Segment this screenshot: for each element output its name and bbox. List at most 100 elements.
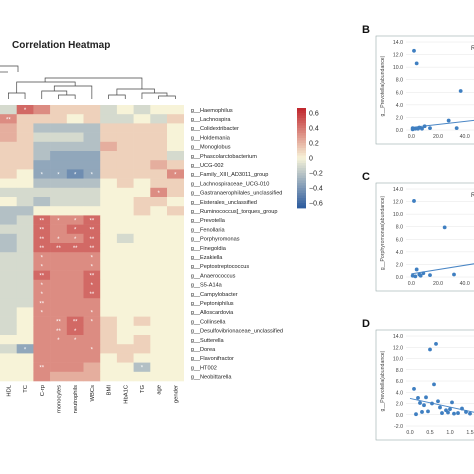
heatmap-cell — [167, 123, 184, 133]
heatmap-cell — [116, 141, 134, 152]
colorbar-step — [297, 185, 306, 189]
heatmap-cell — [33, 215, 51, 225]
colorbar-step — [297, 125, 306, 129]
column-label: C-rp — [40, 385, 46, 396]
row-dendrogram — [0, 65, 19, 73]
row-label: g__Haemophilus — [191, 108, 233, 114]
heatmap-cell — [16, 371, 34, 382]
significance-mark: * — [141, 366, 144, 372]
colorbar-step — [297, 120, 306, 124]
heatmap-cell — [50, 187, 68, 198]
heatmap-cell — [150, 243, 168, 253]
dendrogram-branch — [116, 88, 155, 95]
heatmap-cell — [150, 187, 168, 198]
heatmap-cell — [16, 206, 34, 216]
heatmap-cell — [0, 151, 17, 161]
panel-label-d: D — [362, 318, 370, 330]
stats-annotation: R — [471, 193, 474, 199]
heatmap-cell — [167, 160, 184, 170]
heatmap-cell — [50, 233, 68, 244]
heatmap-cell — [83, 298, 101, 308]
heatmap-cell — [167, 224, 184, 235]
significance-mark: ** — [73, 246, 78, 252]
heatmap-cell — [66, 307, 84, 317]
heatmap-cell — [50, 178, 68, 189]
heatmap-cell — [100, 114, 118, 124]
column-dendrogram — [8, 77, 176, 99]
row-label: g__Peptostreptococcus — [191, 264, 250, 270]
heatmap-cell — [133, 105, 151, 115]
heatmap-cell — [100, 362, 118, 373]
data-point — [438, 405, 442, 410]
heatmap-cell — [16, 178, 34, 189]
heatmap-cell — [100, 371, 118, 382]
significance-mark: * — [57, 219, 60, 225]
heatmap-cell — [167, 270, 184, 281]
significance-mark: * — [74, 173, 77, 179]
heatmap-cell — [16, 215, 34, 225]
heatmap-cell — [150, 151, 168, 161]
data-point — [424, 395, 428, 400]
significance-mark: ** — [90, 246, 95, 252]
y-tick-label: 10.0 — [393, 212, 403, 218]
heatmap-cell — [116, 233, 134, 244]
heatmap-cell — [50, 353, 68, 363]
heatmap-cell — [83, 169, 101, 179]
heatmap-cell — [133, 141, 151, 152]
heatmap-cell — [150, 224, 168, 235]
data-point — [420, 410, 424, 414]
heatmap-cell — [167, 233, 184, 244]
colorbar-step — [297, 108, 306, 111]
heatmap-cell — [33, 362, 51, 373]
heatmap-cell — [100, 187, 118, 198]
row-label: g__Phascolarctobacterium — [191, 154, 258, 160]
heatmap-cell — [16, 289, 34, 299]
heatmap-cell — [133, 316, 151, 327]
heatmap-cell — [0, 353, 17, 363]
heatmap-cell — [16, 197, 34, 207]
column-label: TG — [140, 385, 146, 394]
heatmap-cell — [16, 169, 34, 179]
heatmap-cell — [133, 132, 151, 143]
row-label: g__Colidextribacter — [191, 126, 239, 132]
data-point — [426, 409, 430, 414]
significance-mark: * — [57, 173, 60, 179]
heatmap-cell — [167, 298, 184, 308]
dendrogram-branch — [44, 77, 143, 89]
heatmap-cell — [66, 160, 84, 170]
heatmap-cell — [116, 325, 134, 336]
heatmap-cell — [83, 270, 101, 281]
significance-mark: * — [41, 311, 44, 317]
column-label: HDL — [6, 384, 12, 396]
significance-mark: * — [24, 347, 27, 353]
heatmap-cell — [50, 325, 68, 336]
colorbar-step — [297, 135, 306, 139]
y-tick-label: 2.0 — [396, 262, 403, 268]
heatmap-cell — [83, 114, 101, 124]
data-point — [452, 272, 456, 277]
heatmap-cell — [150, 215, 168, 225]
heatmap-cell — [50, 279, 68, 290]
row-label: g__Ezakiella — [191, 255, 224, 261]
x-tick-label: 1.0 — [446, 430, 453, 436]
heatmap-cell — [16, 160, 34, 170]
heatmap-cell — [133, 335, 151, 345]
heatmap-cell — [116, 187, 134, 198]
heatmap-cell — [133, 371, 151, 382]
heatmap-cell — [100, 215, 118, 225]
heatmap-cell — [83, 151, 101, 161]
heatmap-cell — [100, 178, 118, 189]
heatmap-cell — [83, 105, 101, 115]
heatmap-cell — [150, 316, 168, 327]
heatmap-cell — [16, 114, 34, 124]
heatmap-cell — [50, 243, 68, 253]
heatmap-cell — [66, 298, 84, 308]
significance-mark: ** — [90, 237, 95, 243]
heatmap-cell — [16, 187, 34, 198]
significance-mark: * — [41, 173, 44, 179]
heatmap-cell — [133, 123, 151, 133]
heatmap-cell — [33, 114, 51, 124]
colorbar-step — [297, 158, 306, 161]
heatmap-cell — [0, 123, 17, 133]
heatmap-cell — [33, 141, 51, 152]
